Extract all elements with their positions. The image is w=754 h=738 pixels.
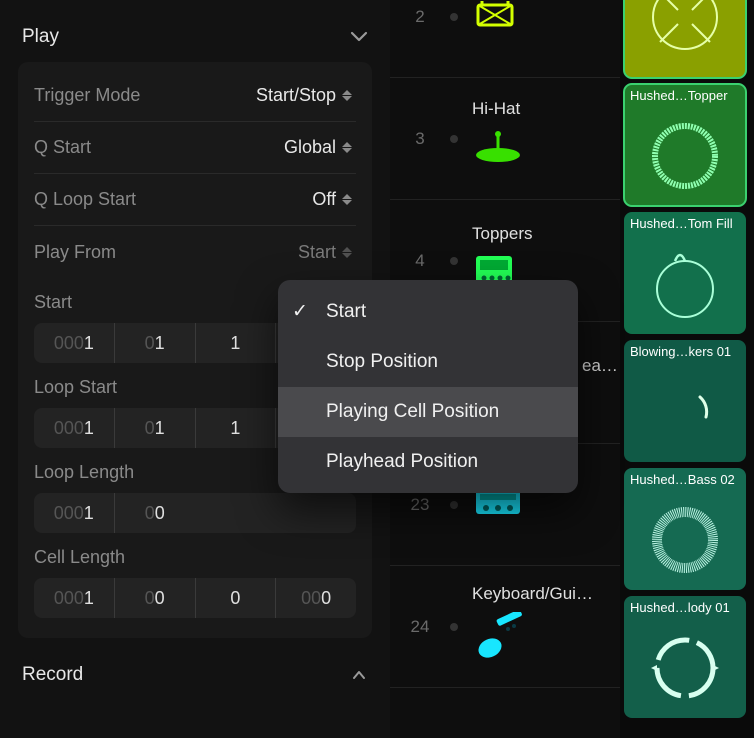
stepper-icon <box>342 87 356 105</box>
popup-item-label: Stop Position <box>326 351 438 373</box>
loop-length-segments[interactable]: 0001 00 <box>34 493 356 533</box>
clip-waveform-icon <box>624 489 746 590</box>
track-icon <box>472 612 524 669</box>
record-section-header[interactable]: Record <box>18 638 372 692</box>
track-body: Hi-Hat <box>472 99 612 178</box>
clip-title: Blowing…kers 01 <box>624 340 746 361</box>
track-label: Keyboard/Gui… <box>472 584 612 604</box>
seg-cell[interactable]: 1 <box>196 408 277 448</box>
setting-label: Trigger Mode <box>34 85 140 106</box>
check-icon: ✓ <box>292 300 314 323</box>
popup-item[interactable]: ✓ Start <box>278 286 578 337</box>
clip-waveform-icon <box>624 105 746 206</box>
clip-cell[interactable]: Hushed…Topper <box>624 84 746 206</box>
field-label-cell-length: Cell Length <box>34 533 356 578</box>
clip-title: Hushed…lody 01 <box>624 596 746 617</box>
clip-cell[interactable]: Hushed…lody 01 <box>624 596 746 718</box>
setting-label: Q Start <box>34 137 91 158</box>
setting-value[interactable]: Start/Stop <box>256 85 356 106</box>
track-status-dot <box>450 623 458 631</box>
seg-cell[interactable]: 1 <box>196 323 277 363</box>
setting-value[interactable]: Off <box>312 189 356 210</box>
seg-cell[interactable]: 01 <box>115 408 196 448</box>
popup-item-label: Playhead Position <box>326 451 478 473</box>
play-section-header[interactable]: Play <box>18 18 372 62</box>
seg-cell[interactable]: 0001 <box>34 323 115 363</box>
track-row[interactable]: 24 Keyboard/Gui… <box>390 566 620 688</box>
track-number: 23 <box>390 495 450 515</box>
clip-cell[interactable] <box>624 0 746 78</box>
hidden-track-label: ea… <box>582 356 620 376</box>
seg-cell[interactable]: 00 <box>115 493 196 533</box>
record-title: Record <box>22 664 83 686</box>
seg-empty <box>195 493 356 533</box>
seg-cell[interactable]: 00 <box>115 578 196 618</box>
track-body: Keyboard/Gui… <box>472 584 612 669</box>
setting-label: Play From <box>34 242 116 263</box>
play-from-popup[interactable]: › ✓StartStop PositionPlaying Cell Positi… <box>278 280 578 493</box>
track-status-dot <box>450 501 458 509</box>
track-row[interactable]: 3 Hi-Hat <box>390 78 620 200</box>
play-title: Play <box>22 26 59 48</box>
setting-row-q-start[interactable]: Q Start Global <box>34 122 356 174</box>
clip-title: Hushed…Tom Fill <box>624 212 746 233</box>
clip-title: Hushed…Topper <box>624 84 746 105</box>
setting-value[interactable]: Start <box>298 242 356 263</box>
seg-cell[interactable]: 0001 <box>34 408 115 448</box>
chevron-right-icon <box>350 668 372 682</box>
popup-item[interactable]: Stop Position <box>278 337 578 387</box>
track-number: 24 <box>390 617 450 637</box>
track-body <box>472 0 612 42</box>
seg-cell[interactable]: 0001 <box>34 578 115 618</box>
track-icon <box>472 0 518 42</box>
popup-item[interactable]: Playing Cell Position <box>278 387 578 437</box>
setting-row-trigger-mode[interactable]: Trigger Mode Start/Stop <box>34 70 356 122</box>
seg-cell[interactable]: 0001 <box>34 493 115 533</box>
track-number: 3 <box>390 129 450 149</box>
stepper-icon <box>342 243 356 261</box>
clip-waveform-icon <box>624 233 746 334</box>
seg-cell[interactable]: 01 <box>115 323 196 363</box>
track-status-dot <box>450 13 458 21</box>
clip-waveform-icon <box>624 361 746 462</box>
clip-waveform-icon <box>624 617 746 718</box>
setting-row-play-from[interactable]: Play From Start <box>34 226 356 278</box>
clip-cell[interactable]: Hushed…Tom Fill <box>624 212 746 334</box>
setting-label: Q Loop Start <box>34 189 136 210</box>
seg-cell[interactable]: 000 <box>276 578 356 618</box>
track-label: Toppers <box>472 224 612 244</box>
popup-item-label: Playing Cell Position <box>326 401 499 423</box>
track-number: 2 <box>390 7 450 27</box>
setting-row-q-loop-start[interactable]: Q Loop Start Off <box>34 174 356 226</box>
clip-title: Hushed…Bass 02 <box>624 468 746 489</box>
track-label: Hi-Hat <box>472 99 612 119</box>
stepper-icon <box>342 191 356 209</box>
clip-cell[interactable]: Blowing…kers 01 <box>624 340 746 462</box>
popup-item-label: Start <box>326 301 366 323</box>
seg-cell[interactable]: 0 <box>196 578 277 618</box>
clip-waveform-icon <box>624 0 746 78</box>
track-status-dot <box>450 135 458 143</box>
chevron-down-icon <box>350 31 368 43</box>
track-number: 4 <box>390 251 450 271</box>
cell-length-segments[interactable]: 0001 00 0 000 <box>34 578 356 618</box>
track-icon <box>472 127 524 178</box>
setting-value[interactable]: Global <box>284 137 356 158</box>
track-row[interactable]: 2 <box>390 0 620 78</box>
popup-item[interactable]: Playhead Position <box>278 437 578 487</box>
clip-cells-column: Hushed…Topper Hushed…Tom Fill Blowing…ke… <box>620 0 754 738</box>
clip-cell[interactable]: Hushed…Bass 02 <box>624 468 746 590</box>
track-status-dot <box>450 257 458 265</box>
stepper-icon <box>342 139 356 157</box>
